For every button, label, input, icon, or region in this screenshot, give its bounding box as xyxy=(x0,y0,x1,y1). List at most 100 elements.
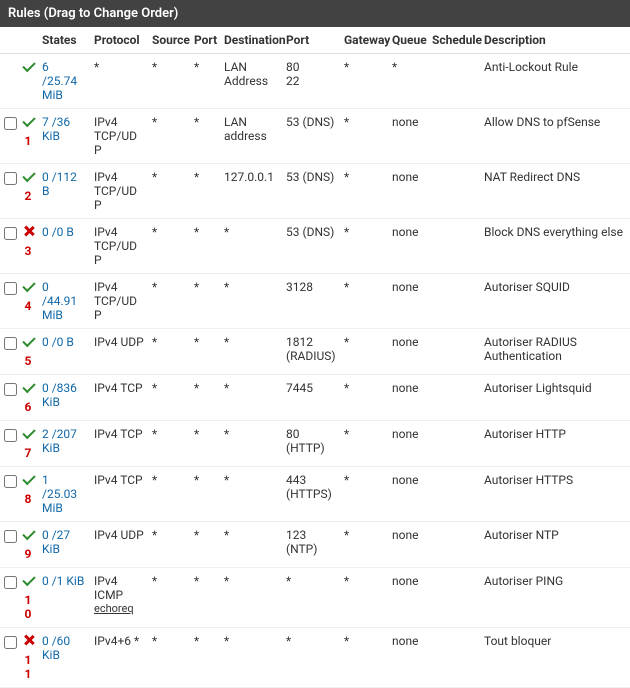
row-select-checkbox[interactable] xyxy=(4,337,17,350)
destination-cell: LAN address xyxy=(220,109,282,164)
row-select-checkbox[interactable] xyxy=(4,227,17,240)
schedule-cell xyxy=(428,522,480,568)
table-row[interactable]: 60 /836 KiBIPv4 TCP***7445*noneAutoriser… xyxy=(0,375,630,421)
dst-port-cell: * xyxy=(282,628,340,688)
protocol-cell: * xyxy=(90,54,148,109)
dst-port-cell: 3128 xyxy=(282,274,340,329)
states-link[interactable]: 1 /25.03 MiB xyxy=(42,473,77,515)
states-cell: 2 /207 KiB xyxy=(38,421,90,467)
protocol-cell: IPv4 TCP/UDP xyxy=(90,109,148,164)
gateway-cell: * xyxy=(340,329,388,375)
col-protocol: Protocol xyxy=(90,27,148,54)
states-link[interactable]: 0 /0 B xyxy=(42,335,74,349)
source-cell: * xyxy=(148,274,190,329)
block-icon xyxy=(22,634,36,648)
checkbox-cell xyxy=(0,375,18,421)
row-number: 3 xyxy=(22,244,34,258)
states-link[interactable]: 0 /112 B xyxy=(42,170,77,198)
queue-cell: none xyxy=(388,164,428,219)
description-cell: Autoriser HTTPS xyxy=(480,467,630,522)
status-cell: 1 xyxy=(18,109,38,164)
protocol-text: IPv4 TCP xyxy=(94,473,144,487)
table-row[interactable]: 110 /60 KiBIPv4+6 ******noneTout bloquer xyxy=(0,628,630,688)
src-port-cell: * xyxy=(190,522,220,568)
dst-port-cell: 123 (NTP) xyxy=(282,522,340,568)
pass-icon xyxy=(22,574,36,588)
src-port-cell: * xyxy=(190,421,220,467)
pass-icon xyxy=(22,60,36,74)
src-port-cell: * xyxy=(190,628,220,688)
schedule-cell xyxy=(428,375,480,421)
row-select-checkbox[interactable] xyxy=(4,636,17,649)
table-row[interactable]: 81 /25.03 MiBIPv4 TCP***443 (HTTPS)*none… xyxy=(0,467,630,522)
row-select-checkbox[interactable] xyxy=(4,172,17,185)
states-link[interactable]: 0 /0 B xyxy=(42,225,74,239)
pass-icon xyxy=(22,528,36,542)
destination-cell: * xyxy=(220,522,282,568)
rules-table: States Protocol Source Port Destination … xyxy=(0,27,630,688)
pass-icon xyxy=(22,115,36,129)
table-row[interactable]: 30 /0 BIPv4 TCP/UDP***53 (DNS)*noneBlock… xyxy=(0,219,630,274)
protocol-text: IPv4 TCP/UDP xyxy=(94,280,144,322)
row-select-checkbox[interactable] xyxy=(4,475,17,488)
states-cell: 0 /44.91 MiB xyxy=(38,274,90,329)
status-cell: 5 xyxy=(18,329,38,375)
row-select-checkbox[interactable] xyxy=(4,383,17,396)
states-link[interactable]: 7 /36 KiB xyxy=(42,115,70,143)
table-row[interactable]: 17 /36 KiBIPv4 TCP/UDP**LAN address53 (D… xyxy=(0,109,630,164)
protocol-cell: IPv4 TCP/UDP xyxy=(90,274,148,329)
row-number: 4 xyxy=(22,299,34,313)
states-link[interactable]: 0 /60 KiB xyxy=(42,634,70,662)
queue-cell: none xyxy=(388,421,428,467)
dst-port-cell: 7445 xyxy=(282,375,340,421)
table-row[interactable]: 40 /44.91 MiBIPv4 TCP/UDP***3128*noneAut… xyxy=(0,274,630,329)
states-link[interactable]: 6 /25.74 MiB xyxy=(42,60,77,102)
status-cell: 4 xyxy=(18,274,38,329)
destination-cell: * xyxy=(220,329,282,375)
description-cell: Autoriser NTP xyxy=(480,522,630,568)
protocol-cell: IPv4 UDP xyxy=(90,522,148,568)
row-number: 7 xyxy=(22,446,34,460)
table-row[interactable]: 100 /1 KiBIPv4 ICMPechoreq*****noneAutor… xyxy=(0,568,630,628)
protocol-cell: IPv4 TCP xyxy=(90,421,148,467)
queue-cell: none xyxy=(388,467,428,522)
states-link[interactable]: 0 /1 KiB xyxy=(42,574,84,588)
checkbox-cell xyxy=(0,628,18,688)
table-row[interactable]: 20 /112 BIPv4 TCP/UDP**127.0.0.153 (DNS)… xyxy=(0,164,630,219)
col-description: Description xyxy=(480,27,630,54)
states-link[interactable]: 0 /27 KiB xyxy=(42,528,70,556)
col-port1: Port xyxy=(190,27,220,54)
states-link[interactable]: 0 /44.91 MiB xyxy=(42,280,77,322)
pass-icon xyxy=(22,381,36,395)
states-cell: 0 /1 KiB xyxy=(38,568,90,628)
protocol-cell: IPv4 TCP xyxy=(90,467,148,522)
row-select-checkbox[interactable] xyxy=(4,576,17,589)
schedule-cell xyxy=(428,568,480,628)
gateway-cell: * xyxy=(340,467,388,522)
states-link[interactable]: 2 /207 KiB xyxy=(42,427,77,455)
destination-cell: * xyxy=(220,568,282,628)
table-row[interactable]: 50 /0 BIPv4 UDP***1812 (RADIUS)*noneAuto… xyxy=(0,329,630,375)
gateway-cell: * xyxy=(340,421,388,467)
dst-port-cell: 53 (DNS) xyxy=(282,109,340,164)
table-row[interactable]: 72 /207 KiBIPv4 TCP***80 (HTTP)*noneAuto… xyxy=(0,421,630,467)
states-link[interactable]: 0 /836 KiB xyxy=(42,381,77,409)
queue-cell: none xyxy=(388,219,428,274)
table-row[interactable]: 6 /25.74 MiB***LAN Address8022**Anti-Loc… xyxy=(0,54,630,109)
protocol-text: IPv4 TCP xyxy=(94,427,144,441)
description-cell: Autoriser Lightsquid xyxy=(480,375,630,421)
dst-port-cell: * xyxy=(282,568,340,628)
row-select-checkbox[interactable] xyxy=(4,429,17,442)
gateway-cell: * xyxy=(340,164,388,219)
src-port-cell: * xyxy=(190,329,220,375)
states-cell: 6 /25.74 MiB xyxy=(38,54,90,109)
gateway-cell: * xyxy=(340,522,388,568)
table-row[interactable]: 90 /27 KiBIPv4 UDP***123 (NTP)*noneAutor… xyxy=(0,522,630,568)
row-select-checkbox[interactable] xyxy=(4,282,17,295)
gateway-cell: * xyxy=(340,109,388,164)
row-select-checkbox[interactable] xyxy=(4,117,17,130)
source-cell: * xyxy=(148,628,190,688)
destination-cell: * xyxy=(220,628,282,688)
checkbox-cell xyxy=(0,109,18,164)
protocol-text: IPv4 TCP xyxy=(94,381,144,395)
